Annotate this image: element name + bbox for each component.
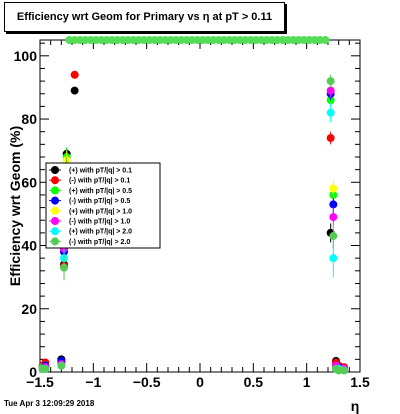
x-tick-label: −1 [85, 374, 101, 390]
chart-title: Efficiency wrt Geom for Primary vs η at … [4, 2, 285, 32]
legend-marker [51, 206, 59, 215]
legend-marker [51, 176, 59, 185]
x-tick-label: −1.5 [26, 374, 54, 390]
timestamp: Tue Apr 3 12:09:29 2018 [4, 399, 95, 408]
data-point [329, 200, 338, 209]
legend-label: (-) with pT/|q| > 0.5 [69, 198, 130, 205]
legend-label: (+) with pT/|q| > 1.0 [69, 208, 132, 215]
legend-marker [51, 186, 59, 195]
legend-label: (-) with pT/|q| > 2.0 [69, 239, 130, 246]
x-tick-label: −0.5 [133, 374, 161, 390]
legend-marker [51, 196, 59, 205]
legend-label: (+) with pT/|q| > 0.1 [69, 168, 132, 175]
data-point [329, 213, 338, 222]
x-tick-label: 0 [196, 374, 204, 390]
legend-label: (+) with pT/|q| > 0.5 [69, 188, 132, 195]
data-point [326, 77, 335, 86]
legend-label: (-) with pT/|q| > 1.0 [69, 219, 130, 226]
x-tick-label: 1 [303, 374, 311, 390]
data-point [326, 108, 335, 117]
y-tick-labels: 0 20 40 60 80 100 [14, 48, 38, 380]
data-markers [38, 36, 348, 375]
y-tick-label: 80 [21, 111, 37, 127]
data-point [321, 36, 330, 44]
legend-marker [51, 237, 59, 246]
legend-box [45, 162, 161, 249]
y-axis-title: Efficiency wrt Geom (%) [7, 126, 23, 286]
series-8 [65, 36, 330, 44]
legend-marker [51, 217, 59, 225]
data-point [70, 70, 79, 79]
legend-marker [51, 166, 59, 174]
data-point [326, 134, 335, 143]
data-point [329, 232, 338, 241]
legend-label: (+) with pT/|q| > 2.0 [69, 229, 132, 236]
data-point [329, 184, 338, 193]
data-point [60, 263, 68, 272]
y-tick-label: 40 [21, 238, 37, 254]
legend: (+) with pT/|q| > 0.1 (-) with pT/|q| > 0… [45, 162, 161, 249]
x-axis-title: η [351, 398, 360, 414]
y-tick-label: 20 [21, 301, 37, 317]
data-point [329, 254, 338, 263]
legend-label: (-) with pT/|q| > 0.1 [69, 178, 130, 185]
x-tick-label: 1.5 [350, 374, 370, 390]
y-tick-label: 100 [14, 48, 38, 64]
data-point [70, 86, 79, 95]
x-tick-labels: −1.5 −1 −0.5 0 0.5 1 1.5 [26, 374, 370, 390]
y-tick-label: 60 [21, 174, 37, 190]
data-point [41, 364, 50, 373]
x-tick-label: 0.5 [244, 374, 264, 390]
y-tick-label: 0 [29, 364, 37, 380]
data-point [340, 366, 348, 375]
data-point [326, 86, 335, 95]
legend-marker [51, 227, 59, 236]
data-point [57, 361, 66, 370]
